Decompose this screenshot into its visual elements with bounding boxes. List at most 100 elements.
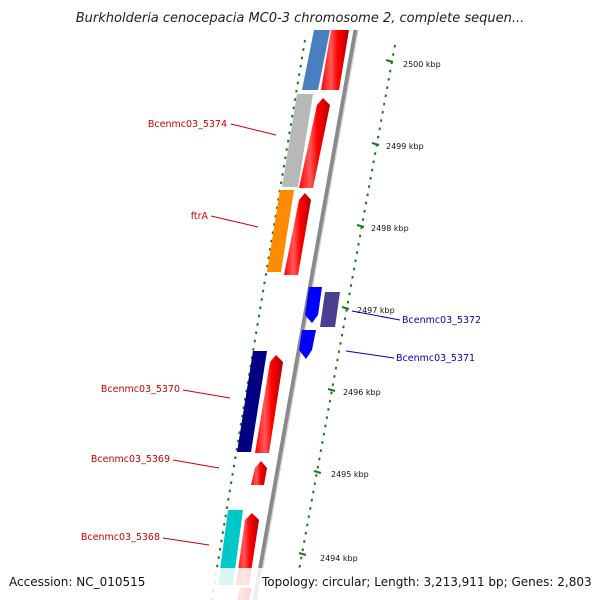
gene-label-group-5369: Bcenmc03_5369 bbox=[91, 454, 220, 469]
tick-dot bbox=[342, 325, 345, 329]
tick-dot bbox=[218, 547, 222, 551]
tick-dot bbox=[296, 81, 300, 85]
tick-dot bbox=[275, 206, 279, 210]
forward-cds-2[interactable] bbox=[299, 98, 330, 188]
tick-dot bbox=[256, 322, 259, 326]
tick-dot bbox=[366, 193, 369, 197]
tick-dot bbox=[388, 69, 392, 73]
tick-2499: 2499 kbp bbox=[371, 142, 424, 151]
gene-label-group-5370: Bcenmc03_5370 bbox=[101, 384, 231, 399]
tick-label-2496: 2496 kbp bbox=[343, 388, 381, 397]
tick-dot bbox=[243, 397, 247, 401]
tick-dot bbox=[358, 234, 362, 238]
gene-label-bcenmc03-5371[interactable]: Bcenmc03_5371 bbox=[396, 353, 475, 364]
tick-dot bbox=[339, 341, 342, 345]
tick-dot bbox=[268, 248, 272, 251]
tick-dot bbox=[322, 432, 326, 436]
tick-label-2495: 2495 kbp bbox=[331, 470, 369, 479]
tick-dot bbox=[282, 164, 286, 168]
tick-dot bbox=[261, 289, 265, 293]
tick-dot bbox=[299, 64, 302, 68]
gene-bar-bcenmc03-5374[interactable] bbox=[282, 94, 313, 187]
accession-text: Accession: NC_010515 bbox=[9, 575, 145, 589]
tick-dot bbox=[278, 189, 281, 193]
tick-dot bbox=[279, 181, 283, 185]
tick-dot bbox=[252, 347, 255, 351]
gene-label-bcenmc03-5369[interactable]: Bcenmc03_5369 bbox=[91, 454, 170, 465]
gene-label-ftra[interactable]: ftrA bbox=[191, 211, 209, 222]
tick-dot bbox=[246, 381, 250, 385]
tick-dot bbox=[236, 439, 240, 443]
tick-dot bbox=[352, 267, 356, 271]
tick-dot bbox=[346, 300, 350, 304]
tick-dot bbox=[216, 564, 219, 568]
gene-bar-0[interactable] bbox=[302, 30, 330, 90]
tick-dot bbox=[385, 86, 389, 89]
tick-dot bbox=[312, 490, 315, 494]
tick-dot bbox=[221, 531, 225, 535]
tick-dot bbox=[361, 218, 365, 222]
tick-dot bbox=[235, 447, 238, 451]
footer-band bbox=[0, 568, 600, 600]
tick-dot bbox=[379, 119, 383, 122]
tick-label-2494: 2494 kbp bbox=[320, 554, 358, 563]
tick-label-2498: 2498 kbp bbox=[371, 224, 409, 233]
tick-dot bbox=[234, 456, 237, 460]
gene-label-group-5374: Bcenmc03_5374 bbox=[148, 119, 277, 136]
forward-cds-3[interactable] bbox=[284, 193, 311, 275]
tick-dot bbox=[304, 531, 308, 535]
tick-dot bbox=[349, 284, 353, 288]
tick-dot bbox=[345, 308, 348, 312]
gene-label-bcenmc03-5370[interactable]: Bcenmc03_5370 bbox=[101, 384, 180, 395]
tick-dot bbox=[325, 416, 329, 420]
tick-dot bbox=[309, 507, 312, 510]
forward-cds-6[interactable] bbox=[236, 513, 259, 585]
tick-label-2499: 2499 kbp bbox=[386, 142, 424, 151]
tick-dot bbox=[313, 482, 317, 486]
forward-cds-4[interactable] bbox=[255, 355, 283, 453]
gene-label-bcenmc03-5372[interactable]: Bcenmc03_5372 bbox=[402, 315, 481, 326]
tick-dot bbox=[300, 556, 303, 560]
tick-2500: 2500 kbp bbox=[385, 59, 441, 69]
tick-dot bbox=[327, 407, 330, 411]
tick-dot bbox=[307, 515, 311, 519]
tick-dot bbox=[267, 256, 270, 260]
tick-dot bbox=[392, 53, 395, 56]
tick-dot bbox=[301, 548, 304, 552]
tick-dot bbox=[376, 135, 380, 139]
gene-bar-bcenmc03-5371-b[interactable] bbox=[299, 330, 316, 359]
tick-dot bbox=[302, 48, 305, 52]
forward-cds-5[interactable] bbox=[251, 461, 267, 485]
tick-dot bbox=[259, 306, 262, 310]
tick-2495: 2495 kbp bbox=[313, 470, 369, 479]
tick-dot bbox=[274, 214, 277, 218]
tick-dot bbox=[328, 399, 332, 403]
tick-dot bbox=[330, 391, 333, 395]
gene-bar-bcenmc03-5371-a[interactable] bbox=[305, 287, 322, 323]
tick-dot bbox=[393, 44, 396, 48]
tick-dot bbox=[364, 201, 368, 205]
tick-dot bbox=[271, 231, 275, 235]
tick-label-2500: 2500 kbp bbox=[403, 60, 441, 69]
gene-bar-ftra[interactable] bbox=[267, 190, 294, 272]
gene-label-bcenmc03-5368[interactable]: Bcenmc03_5368 bbox=[81, 532, 160, 543]
tick-dot bbox=[260, 297, 263, 301]
tick-dot bbox=[227, 497, 230, 501]
tick-dot bbox=[351, 275, 354, 279]
tick-dot bbox=[303, 39, 306, 43]
tick-label-2497: 2497 kbp bbox=[357, 306, 395, 315]
tick-dot bbox=[295, 89, 298, 93]
forward-cds-1[interactable] bbox=[321, 30, 349, 90]
tick-dot bbox=[284, 156, 287, 160]
gene-bar-bcenmc03-5370[interactable] bbox=[237, 351, 267, 452]
gene-label-bcenmc03-5374[interactable]: Bcenmc03_5374 bbox=[148, 119, 227, 130]
tick-dot bbox=[336, 358, 339, 362]
gene-bar-bcenmc03-5368[interactable] bbox=[218, 510, 243, 585]
gene-bar-bcenmc03-5372[interactable] bbox=[320, 292, 340, 327]
tick-dot bbox=[300, 56, 304, 60]
tick-dot bbox=[263, 281, 266, 285]
tick-dot bbox=[384, 94, 387, 98]
tick-dot bbox=[289, 123, 293, 126]
tick-dot bbox=[297, 73, 301, 77]
